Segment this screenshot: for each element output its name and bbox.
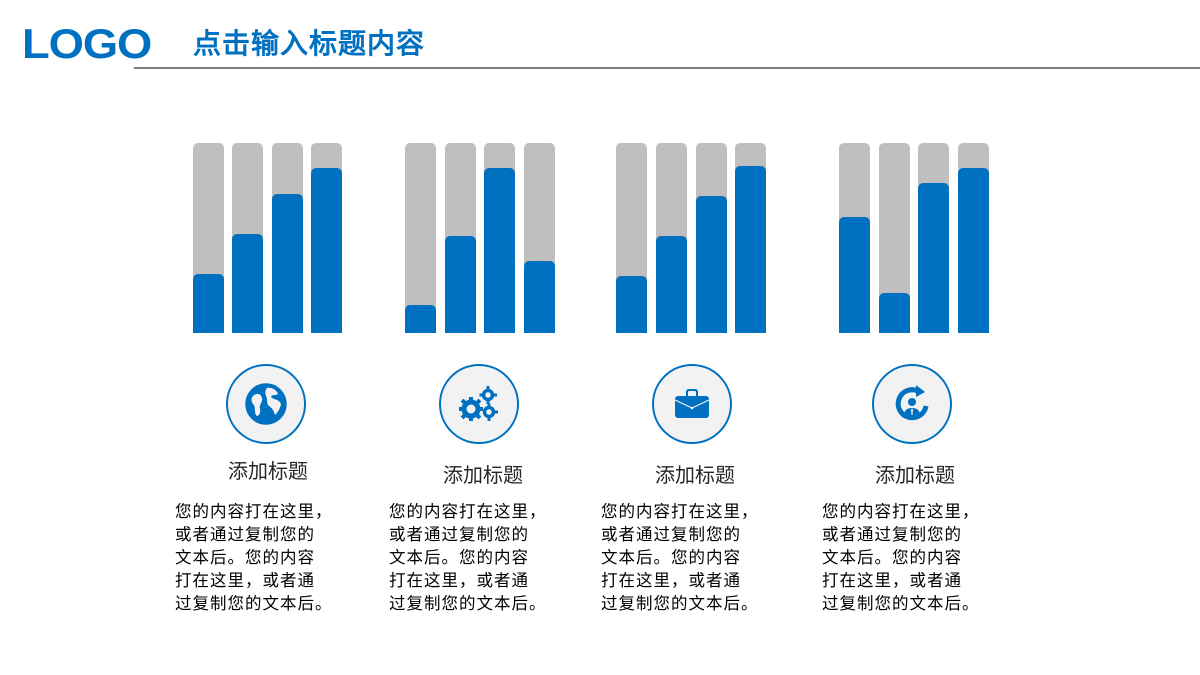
bar-track: [311, 143, 342, 333]
bar-fill: [445, 236, 476, 333]
desc-line: 或者通过复制您的: [822, 525, 962, 544]
bar-fill: [272, 194, 303, 333]
bar-fill: [839, 217, 870, 333]
briefcase-icon: [674, 389, 710, 418]
bar-track: [879, 143, 910, 333]
desc-line: 打在这里，或者通: [822, 571, 962, 590]
desc-line: 文本后。您的内容: [175, 548, 315, 567]
logo: LOGO: [22, 20, 152, 67]
desc-line: 您的内容打在这里，: [175, 502, 333, 521]
gears-icon: [459, 386, 498, 421]
desc-line: 打在这里，或者通: [175, 571, 315, 590]
bar-track: [272, 143, 303, 333]
gears-icon-badge: [439, 364, 519, 444]
desc-line: 或者通过复制您的: [175, 525, 315, 544]
bar-fill: [958, 167, 989, 333]
bar-track: [524, 143, 555, 333]
bar-track: [839, 143, 870, 333]
item-description: 您的内容打在这里， 或者通过复制您的 文本后。您的内容 打在这里，或者通 过复制…: [822, 500, 1012, 615]
header-divider: [134, 67, 1200, 69]
desc-line: 或者通过复制您的: [389, 525, 529, 544]
item-title: 添加标题: [228, 459, 308, 483]
desc-line: 您的内容打在这里，: [389, 502, 547, 521]
bar-track: [616, 143, 647, 333]
desc-line: 文本后。您的内容: [822, 548, 962, 567]
person-refresh-icon-badge: [872, 364, 952, 444]
bar-track: [696, 143, 727, 333]
bar-track: [735, 143, 766, 333]
bar-fill: [879, 293, 910, 333]
globe-icon-badge: [226, 364, 306, 444]
bar-track: [445, 143, 476, 333]
briefcase-icon-badge: [652, 364, 732, 444]
item-title: 添加标题: [655, 463, 735, 487]
bar-track: [958, 143, 989, 333]
bar-fill: [484, 167, 515, 333]
bar-track: [656, 143, 687, 333]
page-title: 点击输入标题内容: [193, 27, 426, 60]
desc-line: 打在这里，或者通: [389, 571, 529, 590]
bar-track: [232, 143, 263, 333]
bar-fill: [232, 234, 263, 333]
desc-line: 过复制您的文本后。: [389, 594, 547, 613]
bar-fill: [193, 274, 224, 333]
bar-fill: [524, 260, 555, 333]
item-description: 您的内容打在这里， 或者通过复制您的 文本后。您的内容 打在这里，或者通 过复制…: [601, 500, 791, 615]
bar-fill: [616, 276, 647, 333]
desc-line: 过复制您的文本后。: [822, 594, 980, 613]
bar-fill: [656, 236, 687, 333]
desc-line: 或者通过复制您的: [601, 525, 741, 544]
bar-fill: [311, 167, 342, 333]
bar-track: [918, 143, 949, 333]
desc-line: 您的内容打在这里，: [601, 502, 759, 521]
desc-line: 过复制您的文本后。: [175, 594, 333, 613]
desc-line: 打在这里，或者通: [601, 571, 741, 590]
item-title: 添加标题: [875, 463, 955, 487]
item-title: 添加标题: [443, 463, 523, 487]
bar-fill: [405, 304, 436, 333]
globe-icon: [245, 383, 287, 425]
bar-track: [405, 143, 436, 333]
bar-track: [193, 143, 224, 333]
bar-track: [484, 143, 515, 333]
item-description: 您的内容打在这里， 或者通过复制您的 文本后。您的内容 打在这里，或者通 过复制…: [389, 500, 579, 615]
desc-line: 文本后。您的内容: [601, 548, 741, 567]
desc-line: 您的内容打在这里，: [822, 502, 980, 521]
bar-fill: [696, 196, 727, 333]
desc-line: 文本后。您的内容: [389, 548, 529, 567]
person-refresh-icon: [895, 385, 929, 421]
desc-line: 过复制您的文本后。: [601, 594, 759, 613]
item-description: 您的内容打在这里， 或者通过复制您的 文本后。您的内容 打在这里，或者通 过复制…: [175, 500, 365, 615]
bar-fill: [735, 165, 766, 333]
bar-fill: [918, 182, 949, 333]
